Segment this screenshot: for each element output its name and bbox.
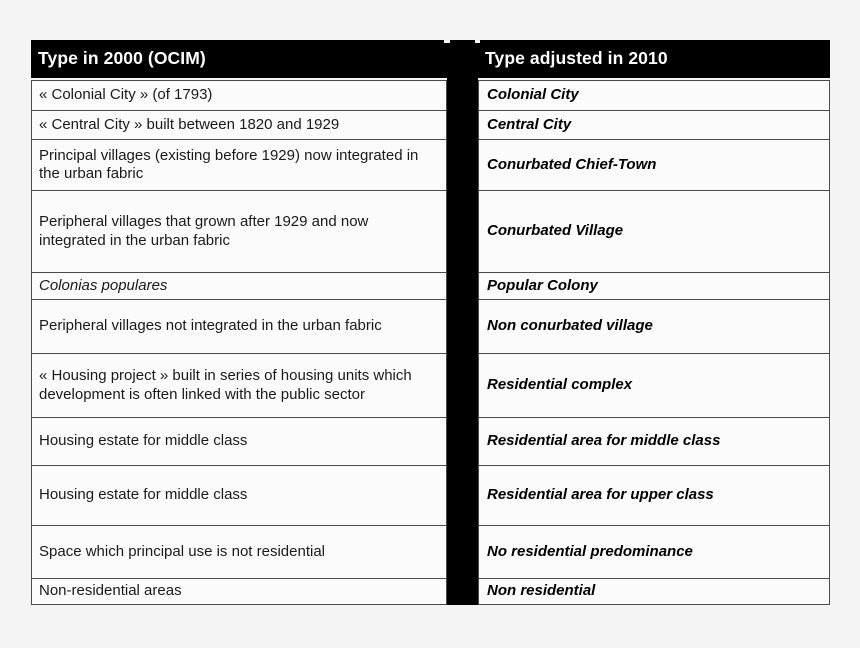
cell-type-2000: Non-residential areas bbox=[31, 578, 447, 605]
cell-type-2000: Housing estate for middle class bbox=[31, 465, 447, 525]
header-gap-notch bbox=[475, 40, 480, 43]
column-separator bbox=[447, 80, 478, 110]
cell-type-2010: Colonial City bbox=[478, 80, 830, 110]
column-separator bbox=[447, 417, 478, 465]
cell-type-2000: « Colonial City » (of 1793) bbox=[31, 80, 447, 110]
cell-type-2000: Peripheral villages that grown after 192… bbox=[31, 190, 447, 272]
cell-type-2000: « Central City » built between 1820 and … bbox=[31, 110, 447, 139]
column-separator bbox=[447, 78, 478, 80]
cell-type-2010: Popular Colony bbox=[478, 272, 830, 299]
column-separator bbox=[447, 110, 478, 139]
cell-type-2010: Residential complex bbox=[478, 353, 830, 417]
column-separator bbox=[447, 525, 478, 578]
cell-type-2010: No residential predominance bbox=[478, 525, 830, 578]
cell-type-2010: Residential area for middle class bbox=[478, 417, 830, 465]
cell-type-2010: Conurbated Chief-Town bbox=[478, 139, 830, 190]
cell-type-2000: Peripheral villages not integrated in th… bbox=[31, 299, 447, 353]
column-separator bbox=[447, 578, 478, 605]
header-gap-notch bbox=[444, 40, 450, 43]
column-separator bbox=[447, 139, 478, 190]
cell-type-2010: Central City bbox=[478, 110, 830, 139]
column-separator bbox=[447, 299, 478, 353]
cell-type-2010: Non residential bbox=[478, 578, 830, 605]
cell-type-2010: Residential area for upper class bbox=[478, 465, 830, 525]
cell-type-2010: Conurbated Village bbox=[478, 190, 830, 272]
cell-type-2000: Space which principal use is not residen… bbox=[31, 525, 447, 578]
cell-type-2000: Colonias populares bbox=[31, 272, 447, 299]
column-separator bbox=[447, 353, 478, 417]
typology-mapping-table: Type in 2000 (OCIM) Type adjusted in 201… bbox=[31, 40, 830, 605]
cell-type-2000: Housing estate for middle class bbox=[31, 417, 447, 465]
column-header-type-2000: Type in 2000 (OCIM) bbox=[31, 40, 447, 78]
column-header-type-2010: Type adjusted in 2010 bbox=[478, 40, 830, 78]
column-separator bbox=[447, 190, 478, 272]
cell-type-2010: Non conurbated village bbox=[478, 299, 830, 353]
column-separator bbox=[447, 465, 478, 525]
cell-type-2000: « Housing project » built in series of h… bbox=[31, 353, 447, 417]
column-separator bbox=[447, 272, 478, 299]
header-separator bbox=[447, 40, 478, 78]
cell-type-2000: Principal villages (existing before 1929… bbox=[31, 139, 447, 190]
